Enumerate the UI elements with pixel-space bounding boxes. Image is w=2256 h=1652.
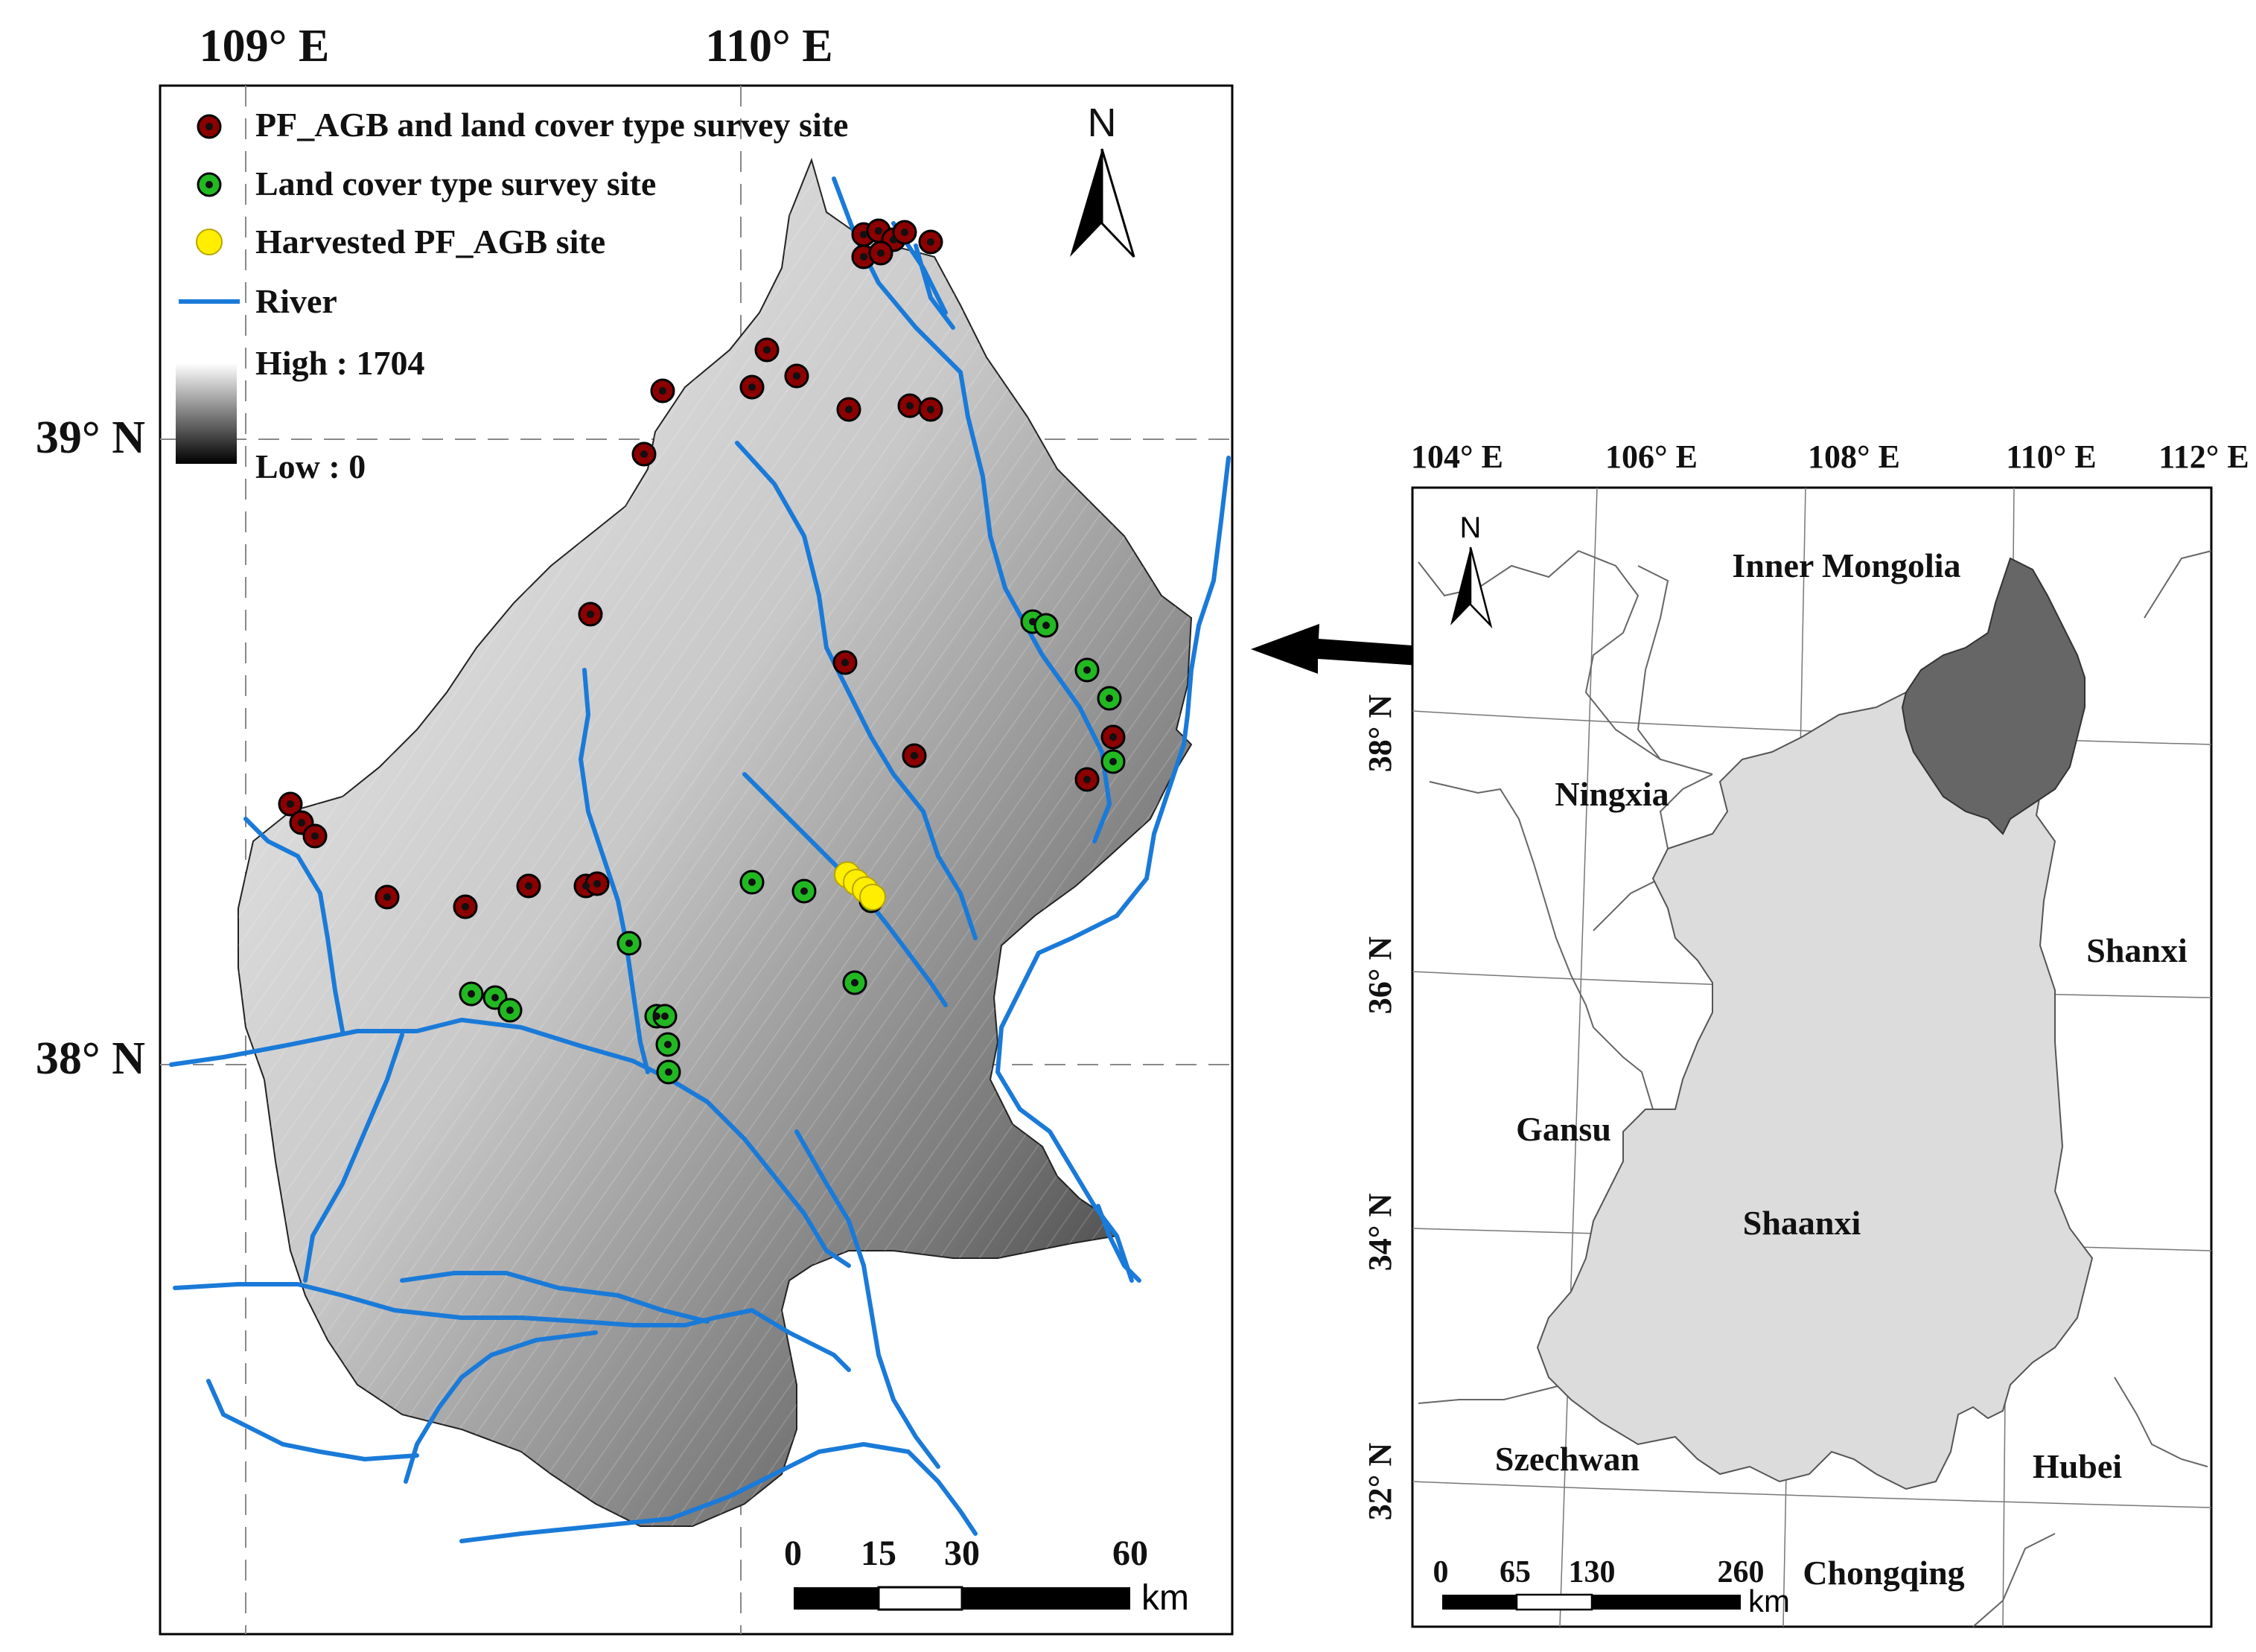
- main-legend: PF_AGB and land cover type survey site L…: [176, 106, 848, 485]
- region-inner-mongolia: Inner Mongolia: [1732, 546, 1960, 584]
- inset-north-arrow: N: [1450, 511, 1493, 629]
- main-scale-tick-0: 0: [784, 1534, 802, 1573]
- inset-lon-110: 110° E: [2006, 438, 2097, 475]
- region-szechwan: Szechwan: [1495, 1440, 1640, 1478]
- inset-scale-tick-1: 65: [1500, 1555, 1531, 1589]
- inset-lon-106: 106° E: [1605, 438, 1698, 475]
- main-north-label: N: [1088, 101, 1117, 145]
- legend-harvested-label: Harvested PF_AGB site: [255, 223, 605, 261]
- land-cover-sites: [459, 609, 1126, 1085]
- inset-scale-tick-2: 130: [1569, 1555, 1616, 1589]
- inset-lon-108: 108° E: [1808, 438, 1900, 475]
- river-far-east: [1096, 1204, 1141, 1283]
- elevation-low-label: Low : 0: [255, 447, 366, 485]
- main-scale-unit: km: [1141, 1578, 1189, 1618]
- region-gansu: Gansu: [1516, 1110, 1611, 1148]
- pf-agb-site-centers: [287, 227, 1117, 910]
- legend-river-label: River: [255, 282, 337, 320]
- river-west-trib-2: [579, 668, 650, 1074]
- harvested-sites: [834, 861, 886, 910]
- legend-land-cover-label: Land cover type survey site: [255, 165, 656, 202]
- province-boundaries: [1418, 549, 2212, 1627]
- inset-lon-104: 104° E: [1411, 438, 1503, 475]
- inset-scale-bar: 0 65 130 260 km: [1433, 1555, 1791, 1618]
- lon-label-109: 109° E: [200, 21, 330, 71]
- region-ningxia: Ningxia: [1555, 775, 1669, 813]
- inset-lat-32: 32° N: [1362, 1443, 1398, 1521]
- main-north-arrow: N: [1070, 101, 1135, 258]
- pf-agb-sites: [278, 218, 1126, 919]
- river-west-trib: [243, 817, 345, 1033]
- inset-lat-36: 36° N: [1362, 937, 1398, 1015]
- inset-north-arrow-left-icon: [1450, 547, 1470, 625]
- river-south-2: [173, 1282, 851, 1372]
- north-arrow-right-half-icon: [1100, 148, 1135, 258]
- legend-item-harvested: Harvested PF_AGB site: [196, 223, 605, 261]
- region-shanxi: Shanxi: [2086, 931, 2188, 969]
- inset-scale-tick-3: 260: [1718, 1555, 1765, 1589]
- lat-label-39: 39° N: [36, 412, 145, 463]
- river-south-6: [459, 1442, 978, 1543]
- inset-scale-tick-0: 0: [1433, 1555, 1449, 1589]
- lat-label-38: 38° N: [36, 1033, 145, 1084]
- river-south-3: [400, 1271, 710, 1324]
- main-scale-tick-1: 15: [861, 1534, 896, 1573]
- elevation-colorbar: [176, 363, 237, 464]
- region-chongqing: Chongqing: [1803, 1554, 1964, 1592]
- main-scale-bar: 0 15 30 60 km: [784, 1534, 1189, 1618]
- study-area-inset: [1901, 557, 2085, 835]
- inset-north-label: N: [1460, 511, 1482, 544]
- legend-item-pf-agb: PF_AGB and land cover type survey site: [197, 106, 848, 144]
- dissected-terrain-texture: [238, 160, 1191, 1526]
- river-wuding: [169, 1018, 851, 1268]
- main-map: PF_AGB and land cover type survey site L…: [36, 21, 1234, 1636]
- harvested-site: [859, 884, 886, 910]
- region-hubei: Hubei: [2033, 1447, 2122, 1485]
- land-cover-site-centers: [468, 618, 1117, 1076]
- main-scale-tick-2: 30: [944, 1534, 980, 1573]
- river-yellow: [995, 456, 1231, 1283]
- legend-item-river: River: [179, 282, 337, 320]
- main-scale-tick-3: 60: [1112, 1534, 1148, 1573]
- river-south-1: [303, 1033, 404, 1283]
- legend-pf-agb-label: PF_AGB and land cover type survey site: [255, 106, 848, 144]
- legend-item-land-cover: Land cover type survey site: [197, 165, 656, 202]
- river-south-5: [206, 1379, 419, 1461]
- lon-label-110: 110° E: [705, 21, 832, 71]
- river-south-east: [794, 1129, 940, 1469]
- inset-map: N Inner Mongolia Ningxia Shanxi Gansu Sh…: [1362, 438, 2249, 1628]
- inset-scale-unit: km: [1748, 1584, 1790, 1618]
- river-main-east: [832, 176, 1112, 843]
- region-shaanxi: Shaanxi: [1743, 1204, 1861, 1242]
- elevation-high-label: High : 1704: [255, 344, 424, 382]
- inset-north-arrow-right-icon: [1469, 546, 1493, 629]
- inset-lat-34: 34° N: [1362, 1193, 1398, 1272]
- river-south-4: [404, 1330, 598, 1484]
- shaanxi-province: [1536, 669, 2094, 1490]
- river-central-north: [735, 441, 978, 940]
- north-arrow-left-half-icon: [1070, 149, 1102, 257]
- inset-lon-112: 112° E: [2158, 438, 2249, 475]
- inset-lat-38: 38° N: [1362, 695, 1398, 773]
